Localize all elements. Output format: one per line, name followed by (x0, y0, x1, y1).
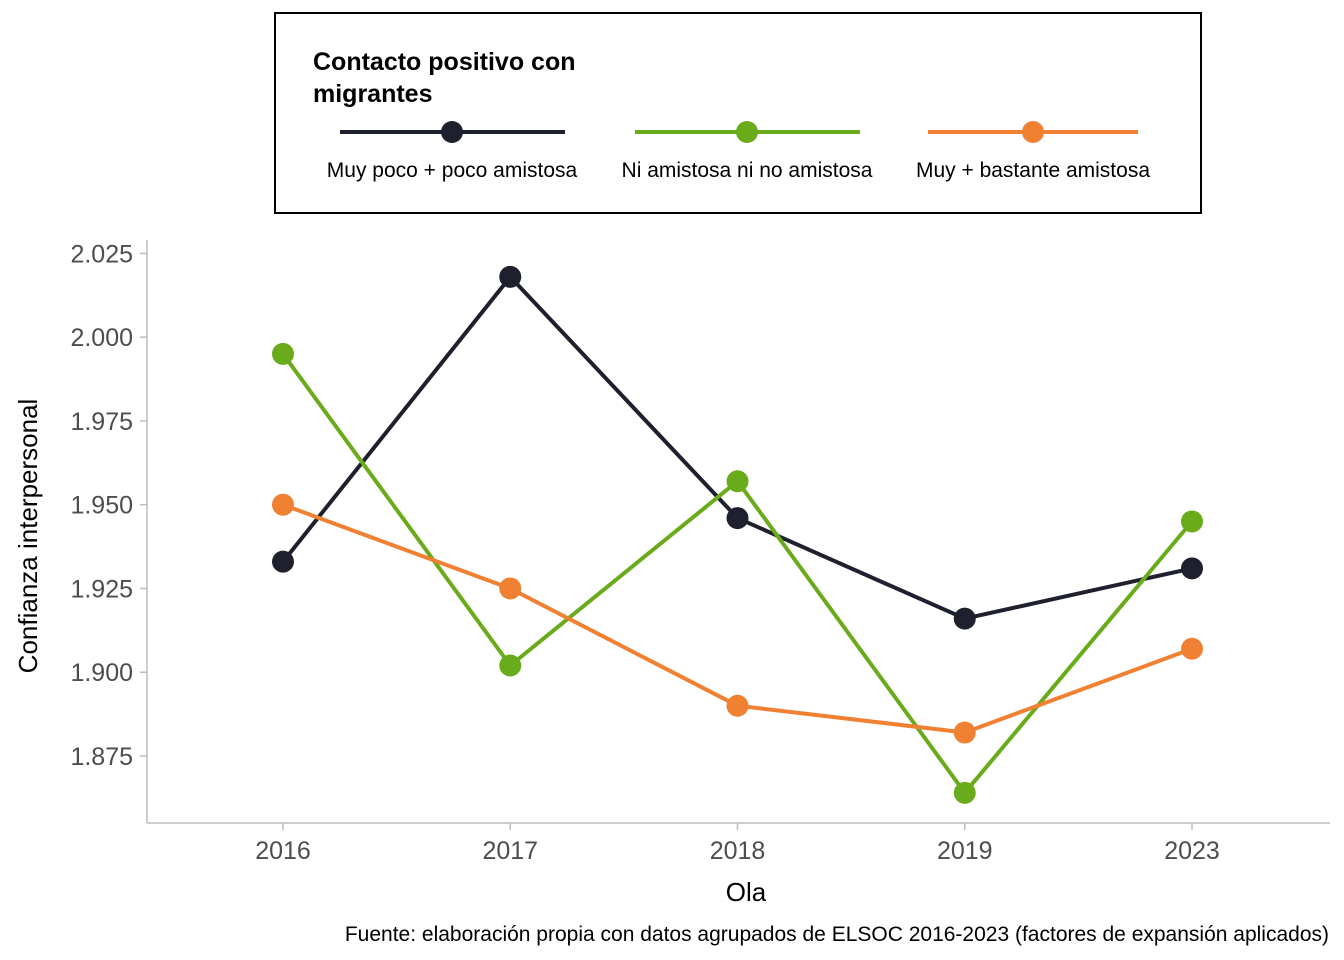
series-3 (272, 493, 1203, 744)
legend-label-series-3: Muy + bastante amistosa (916, 159, 1150, 182)
data-point (499, 577, 522, 600)
legend: Contacto positivo con migrantes Muy poco… (274, 12, 1202, 214)
data-point (1181, 637, 1203, 660)
y-tick-label: 2.000 (70, 324, 133, 352)
data-point (499, 654, 522, 677)
caption: Fuente: elaboración propia con datos agr… (345, 923, 1329, 946)
data-point (272, 342, 294, 365)
legend-item-series-3: Muy + bastante amistosa (916, 121, 1150, 182)
x-tick-label: 2019 (937, 837, 993, 865)
x-tick-label: 2018 (710, 837, 766, 865)
legend-title-line-2: migrantes (313, 80, 432, 108)
y-tick-label: 1.925 (70, 575, 133, 603)
legend-label-series-1: Muy poco + poco amistosa (327, 159, 578, 182)
series-1 (272, 265, 1203, 630)
x-tick-label: 2023 (1164, 837, 1220, 865)
data-point (1181, 557, 1203, 580)
plot-area (272, 265, 1203, 804)
data-point (726, 507, 749, 530)
y-tick-label: 1.875 (70, 743, 133, 771)
data-point (1181, 510, 1203, 533)
legend-item-series-2: Ni amistosa ni no amistosa (622, 121, 873, 182)
data-point (272, 493, 294, 516)
y-axis-ticks: 1.875 1.900 1.925 1.950 1.975 2.000 2.025 (70, 240, 147, 771)
data-point (272, 550, 294, 573)
data-point (953, 781, 976, 804)
legend-label-series-2: Ni amistosa ni no amistosa (622, 159, 873, 182)
data-point (953, 721, 976, 744)
data-point (499, 265, 522, 288)
legend-key-point (1022, 121, 1044, 143)
legend-title-line-1: Contacto positivo con (313, 48, 576, 76)
y-tick-label: 1.950 (70, 492, 133, 520)
data-point (726, 470, 749, 493)
series-2 (272, 342, 1203, 804)
series-line (281, 274, 1193, 621)
legend-key-point (736, 121, 758, 143)
legend-key-point (441, 121, 463, 143)
x-tick-label: 2016 (255, 837, 311, 865)
x-axis-title: Ola (726, 877, 767, 907)
legend-item-series-1: Muy poco + poco amistosa (327, 121, 578, 182)
legend-box (274, 12, 1202, 214)
data-point (953, 607, 976, 630)
y-tick-label: 1.900 (70, 659, 133, 687)
data-point (726, 694, 749, 717)
y-tick-label: 2.025 (70, 240, 133, 268)
y-tick-label: 1.975 (70, 408, 133, 436)
x-tick-label: 2017 (482, 837, 538, 865)
y-axis-title: Confianza interpersonal (13, 399, 43, 674)
x-axis-ticks: 2016 2017 2018 2019 2023 (255, 823, 1220, 865)
series-line (281, 352, 1194, 795)
